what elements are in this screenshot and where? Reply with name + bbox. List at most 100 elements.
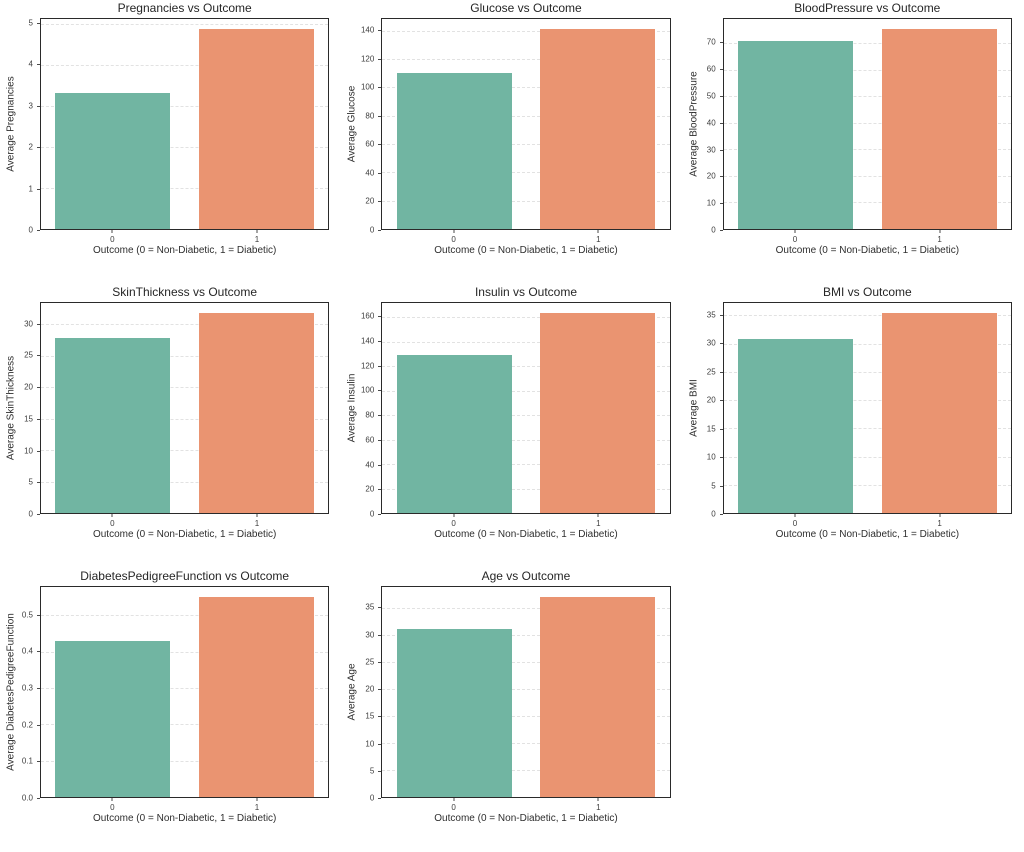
grid-line — [723, 175, 1011, 177]
bar-outcome-0 — [396, 628, 512, 797]
y-tick-label: 3 — [28, 101, 33, 111]
grid-line — [723, 428, 1011, 430]
y-tick-label: 40 — [706, 118, 716, 128]
grid-line — [41, 23, 329, 25]
x-axis-label: Outcome (0 = Non-Diabetic, 1 = Diabetic) — [92, 245, 277, 256]
x-tick-label: 1 — [596, 519, 601, 528]
grid-line — [723, 484, 1011, 486]
y-tick-mark — [719, 314, 723, 316]
y-tick-label: 0.3 — [21, 683, 33, 693]
y-tick-mark — [37, 761, 40, 763]
plot-area — [381, 18, 671, 230]
grid-line — [382, 144, 670, 146]
grid-line — [382, 439, 670, 441]
x-tick-mark — [111, 798, 113, 801]
grid-line — [41, 688, 329, 689]
x-tick-mark — [794, 514, 796, 517]
x-tick-label: 0 — [110, 235, 115, 244]
y-tick-label: 0 — [369, 793, 375, 803]
y-tick-label: 35 — [706, 310, 716, 320]
x-tick-mark — [597, 798, 599, 801]
y-tick-label: 0.2 — [21, 720, 33, 730]
empty-cell — [683, 568, 1024, 852]
y-tick-mark — [719, 400, 723, 402]
y-tick-mark — [378, 489, 382, 491]
grid-line — [382, 415, 670, 417]
y-tick-mark — [37, 482, 40, 484]
bar-outcome-0 — [55, 93, 171, 229]
y-tick-mark — [37, 798, 40, 799]
y-tick-mark — [37, 105, 40, 107]
y-tick-mark — [378, 607, 382, 609]
y-tick-label: 70 — [706, 37, 716, 47]
y-tick-label: 60 — [365, 435, 375, 445]
plot-area — [40, 586, 330, 798]
grid-line — [382, 689, 670, 691]
y-tick-mark — [37, 147, 40, 149]
y-tick-mark — [378, 341, 382, 343]
chart-title: DiabetesPedigreeFunction vs Outcome — [80, 569, 290, 583]
y-tick-mark — [378, 230, 382, 231]
y-axis-label: Average Pregnancies — [5, 76, 17, 172]
x-axis-label: Outcome (0 = Non-Diabetic, 1 = Diabetic) — [434, 813, 618, 824]
grid-line — [382, 743, 670, 744]
y-tick-label: 60 — [365, 139, 375, 149]
x-tick-label: 1 — [254, 519, 260, 528]
y-axis: 0 5 10 15 20 25 30 35 — [683, 302, 723, 519]
y-tick-label: 120 — [360, 361, 375, 371]
y-tick-label: 15 — [706, 424, 716, 434]
x-tick-mark — [256, 798, 258, 801]
y-axis-label: Average Age — [346, 663, 358, 721]
y-tick-label: 20 — [706, 171, 716, 181]
y-tick-mark — [378, 514, 382, 515]
y-tick-mark — [378, 634, 382, 636]
grid-line — [41, 64, 329, 66]
bar-outcome-1 — [540, 29, 656, 229]
x-tick-label: 1 — [596, 803, 601, 812]
bar-outcome-1 — [540, 596, 656, 797]
bar-outcome-0 — [396, 73, 512, 229]
y-tick-label: 20 — [365, 684, 375, 694]
y-tick-mark — [719, 514, 723, 515]
y-tick-label: 30 — [706, 145, 716, 155]
grid-line — [382, 87, 670, 89]
y-tick-label: 100 — [360, 82, 375, 92]
chart-title: Age vs Outcome — [481, 569, 571, 583]
y-tick-label: 4 — [28, 59, 33, 69]
grid-line — [382, 488, 670, 490]
y-axis-label: Average Insulin — [346, 373, 358, 443]
y-tick-label: 0 — [711, 509, 716, 519]
y-tick-label: 0.5 — [21, 610, 33, 620]
y-tick-label: 0 — [711, 225, 716, 235]
y-tick-mark — [719, 69, 723, 71]
y-tick-mark — [719, 122, 723, 124]
x-tick-mark — [111, 514, 113, 517]
y-axis: 0 5 10 15 20 25 30 — [0, 302, 40, 519]
grid-line — [41, 105, 329, 107]
bar-outcome-1 — [881, 313, 997, 513]
y-tick-mark — [378, 716, 382, 718]
y-tick-label: 50 — [706, 91, 716, 101]
y-tick-mark — [378, 390, 382, 392]
x-axis-label: Outcome (0 = Non-Diabetic, 1 = Diabetic) — [434, 529, 618, 540]
grid-line — [41, 615, 329, 617]
x-tick-label: 0 — [110, 519, 115, 528]
grid-line — [382, 608, 670, 610]
grid-line — [382, 366, 670, 368]
chart-title: Glucose vs Outcome — [470, 1, 582, 15]
y-tick-mark — [378, 115, 382, 117]
y-tick-label: 35 — [365, 602, 375, 612]
grid-line — [382, 317, 670, 319]
grid-line — [382, 390, 670, 392]
grid-line — [723, 456, 1011, 458]
bar-outcome-1 — [199, 313, 314, 513]
subplot-skinthickness: SkinThickness vs Outcome 0 5 10 15 20 25 30 0 1 Ou… — [0, 284, 341, 568]
grid-line — [723, 122, 1011, 124]
x-axis-label: Outcome (0 = Non-Diabetic, 1 = Diabetic) — [434, 245, 618, 256]
y-tick-mark — [719, 42, 723, 44]
y-tick-mark — [719, 203, 723, 205]
